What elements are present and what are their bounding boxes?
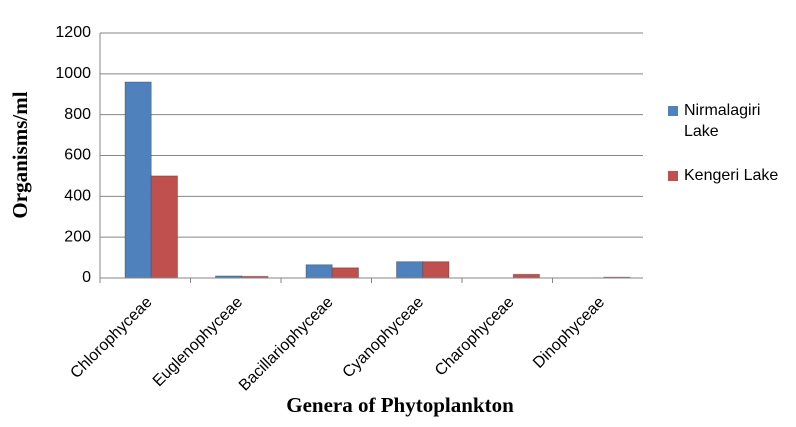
legend-label: Nirmalagiri Lake [684, 102, 761, 140]
bar [396, 261, 424, 279]
x-tick-label: Charophyceae [432, 294, 518, 380]
bar [124, 81, 152, 279]
y-tick-label: 200 [64, 228, 91, 245]
legend-item: Nirmalagiri Lake [668, 100, 793, 142]
legend-item: Kengeri Lake [668, 165, 793, 186]
y-tick-label: 800 [64, 106, 91, 123]
x-tick-label: Euglenophyceae [150, 294, 246, 390]
x-tick-label: Chlorophyceae [67, 294, 155, 382]
x-tick-label: Bacillariophyceae [236, 294, 337, 395]
y-tick-label: 1200 [55, 24, 91, 41]
x-tick-label: Dinophyceae [530, 294, 608, 372]
bar [150, 175, 178, 279]
bar [512, 273, 540, 279]
y-axis-title: Organisms/ml [8, 91, 32, 218]
y-tick-label: 1000 [55, 65, 91, 82]
x-tick-label: Cyanophyceae [340, 294, 428, 382]
y-tick-label: 400 [64, 188, 91, 205]
y-tick-label: 0 [82, 269, 91, 286]
legend-swatch [668, 171, 678, 181]
bar [331, 267, 359, 279]
legend-label: Kengeri Lake [684, 167, 779, 184]
x-axis-title: Genera of Phytoplankton [286, 393, 514, 417]
legend-swatch [668, 106, 678, 116]
bar [422, 261, 450, 279]
y-tick-label: 600 [64, 147, 91, 164]
bar [305, 264, 333, 279]
